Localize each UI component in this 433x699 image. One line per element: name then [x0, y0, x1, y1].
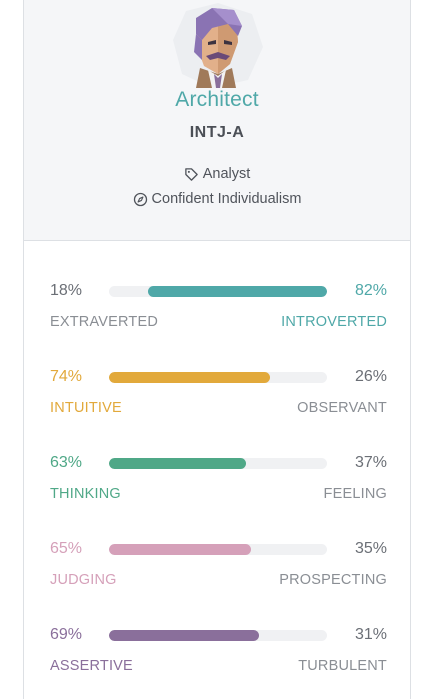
trait-bar [109, 458, 327, 469]
trait-right-percent: 35% [354, 540, 387, 557]
trait-right-label: FEELING [323, 486, 387, 502]
trait-row-mind: 74% 26% INTUITIVE OBSERVANT [50, 367, 387, 427]
compass-icon [133, 192, 147, 206]
trait-bar [109, 372, 327, 383]
trait-bar-fill [148, 286, 327, 297]
trait-right-label: INTROVERTED [281, 314, 387, 330]
trait-right-percent: 26% [354, 368, 387, 385]
trait-left-percent: 18% [50, 282, 83, 299]
trait-right-percent: 37% [354, 454, 387, 471]
trait-left-label: THINKING [50, 486, 121, 502]
strategy-label: Confident Individualism [151, 191, 302, 207]
type-code: INTJ-A [189, 124, 245, 141]
profile-header: Architect INTJ-A Analyst Confident Indiv… [24, 0, 410, 241]
trait-row-nature: 63% 37% THINKING FEELING [50, 453, 387, 513]
role-label: Analyst [202, 166, 251, 182]
trait-bar [109, 544, 327, 555]
trait-left-percent: 63% [50, 454, 83, 471]
trait-left-label: ASSERTIVE [50, 658, 133, 674]
trait-right-label: PROSPECTING [279, 572, 387, 588]
trait-bar [109, 630, 327, 641]
trait-right-percent: 31% [354, 626, 387, 643]
trait-left-percent: 74% [50, 368, 83, 385]
trait-right-percent: 82% [354, 282, 387, 299]
trait-bar-fill [109, 630, 259, 641]
tag-icon [184, 167, 198, 181]
architect-avatar-icon [173, 3, 263, 88]
trait-bar [109, 286, 327, 297]
role-row: Analyst [24, 166, 410, 182]
trait-left-percent: 65% [50, 540, 83, 557]
trait-right-label: TURBULENT [298, 658, 387, 674]
trait-bar-fill [109, 458, 246, 469]
personality-card: Architect INTJ-A Analyst Confident Indiv… [23, 0, 411, 699]
trait-left-percent: 69% [50, 626, 83, 643]
strategy-row: Confident Individualism [24, 191, 410, 207]
trait-row-identity: 69% 31% ASSERTIVE TURBULENT [50, 625, 387, 685]
trait-left-label: INTUITIVE [50, 400, 122, 416]
trait-left-label: JUDGING [50, 572, 117, 588]
type-name: Architect [175, 88, 259, 111]
trait-right-label: OBSERVANT [297, 400, 387, 416]
trait-bar-fill [109, 372, 270, 383]
trait-left-label: EXTRAVERTED [50, 314, 159, 330]
trait-row-tactics: 65% 35% JUDGING PROSPECTING [50, 539, 387, 599]
trait-row-energy: 18% 82% EXTRAVERTED INTROVERTED [50, 281, 387, 341]
trait-bar-fill [109, 544, 251, 555]
